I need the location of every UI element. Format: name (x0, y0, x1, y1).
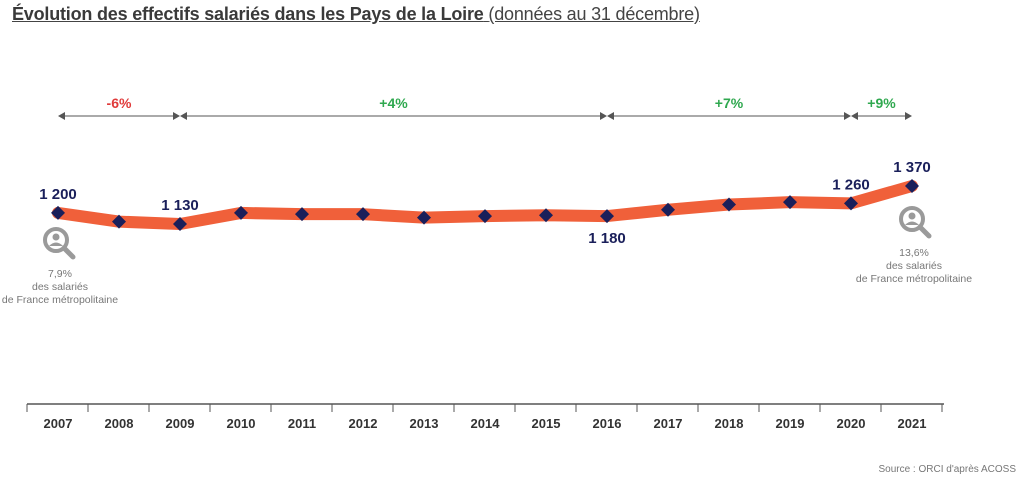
data-point (783, 195, 797, 210)
x-tick-label: 2009 (166, 416, 195, 431)
x-tick-label: 2020 (837, 416, 866, 431)
period-arrowhead-left (180, 112, 187, 120)
data-point (417, 210, 431, 225)
data-point (844, 196, 858, 211)
note-right: 13,6% des salariés de France métropolita… (844, 247, 984, 286)
note-left-pct: 7,9% (48, 268, 72, 280)
note-left: 7,9% des salariés de France métropolitai… (0, 268, 130, 307)
period-arrowhead-left (607, 112, 614, 120)
period-arrowhead-left (851, 112, 858, 120)
note-right-line1: des salariés (885, 260, 943, 272)
x-tick-label: 2011 (288, 416, 316, 431)
x-tick-label: 2013 (410, 416, 439, 431)
magnifier-person-icon (43, 227, 76, 260)
period-label: +9% (867, 95, 896, 111)
x-tick-label: 2010 (227, 416, 256, 431)
data-point (600, 209, 614, 224)
data-point (539, 208, 553, 223)
x-tick-label: 2014 (471, 416, 501, 431)
title-subtitle: (données au 31 décembre) (488, 4, 700, 24)
data-label: 1 130 (161, 197, 199, 214)
data-point (478, 209, 492, 224)
data-point (112, 214, 126, 229)
x-tick-label: 2007 (44, 416, 73, 431)
period-arrowhead-left (58, 112, 65, 120)
note-right-pct: 13,6% (899, 247, 929, 259)
x-tick-label: 2012 (349, 416, 378, 431)
period-label: -6% (107, 95, 132, 111)
note-left-line2: de France métropolitaine (1, 294, 119, 306)
note-left-line1: des salariés (31, 281, 89, 293)
data-label: 1 260 (832, 176, 870, 193)
period-arrowhead-right (600, 112, 607, 120)
data-point (905, 179, 919, 193)
data-label: 1 180 (588, 230, 626, 247)
title-bold: Évolution des effectifs salariés dans le… (12, 4, 484, 24)
magnifier-person-icon (899, 206, 932, 239)
data-point (173, 217, 187, 231)
x-tick-label: 2021 (898, 416, 927, 431)
source-note: Source : ORCI d'après ACOSS (878, 464, 1016, 475)
data-point (356, 207, 370, 222)
data-point (722, 197, 736, 212)
x-tick-label: 2015 (532, 416, 561, 431)
data-label: 1 200 (39, 186, 77, 203)
data-point (661, 202, 675, 217)
data-point (295, 207, 309, 222)
period-arrowhead-right (844, 112, 851, 120)
x-tick-label: 2018 (715, 416, 744, 431)
data-point (234, 205, 248, 220)
period-label: +4% (379, 95, 408, 111)
x-tick-label: 2017 (654, 416, 683, 431)
period-label: +7% (715, 95, 744, 111)
note-right-line2: de France métropolitaine (855, 273, 973, 285)
chart-title: Évolution des effectifs salariés dans le… (12, 4, 700, 25)
x-tick-label: 2008 (105, 416, 134, 431)
period-arrowhead-right (173, 112, 180, 120)
x-tick-label: 2019 (776, 416, 805, 431)
data-label: 1 370 (893, 159, 931, 176)
period-arrowhead-right (905, 112, 912, 120)
x-tick-label: 2016 (593, 416, 622, 431)
data-point (51, 205, 65, 220)
